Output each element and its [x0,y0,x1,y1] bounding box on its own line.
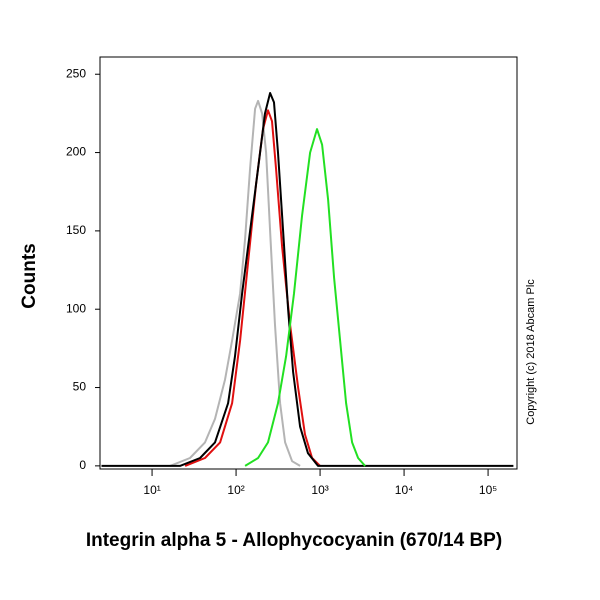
x-tick-label: 10⁴ [395,483,414,497]
histogram-line [169,99,301,467]
plot-frame [99,56,518,470]
histogram-line [244,128,366,467]
x-axis-label: Integrin alpha 5 - Allophycocyanin (670/… [86,530,502,551]
y-tick-label: 100 [66,301,86,315]
x-tick-label: 10¹ [143,483,160,497]
y-tick-label: 250 [66,66,86,80]
y-tick-label: 150 [66,223,86,237]
x-tick-label: 10² [227,483,244,497]
histogram-line [101,92,514,467]
y-tick-label: 0 [79,458,86,472]
y-tick-label: 50 [73,380,87,394]
histogram-line [184,109,321,467]
y-axis-label: Counts [19,243,40,308]
x-tick-label: 10³ [311,483,328,497]
y-tick-label: 200 [66,145,86,159]
copyright: Copyright (c) 2018 Abcam Plc [525,279,537,425]
x-tick-label: 10⁵ [479,483,497,497]
